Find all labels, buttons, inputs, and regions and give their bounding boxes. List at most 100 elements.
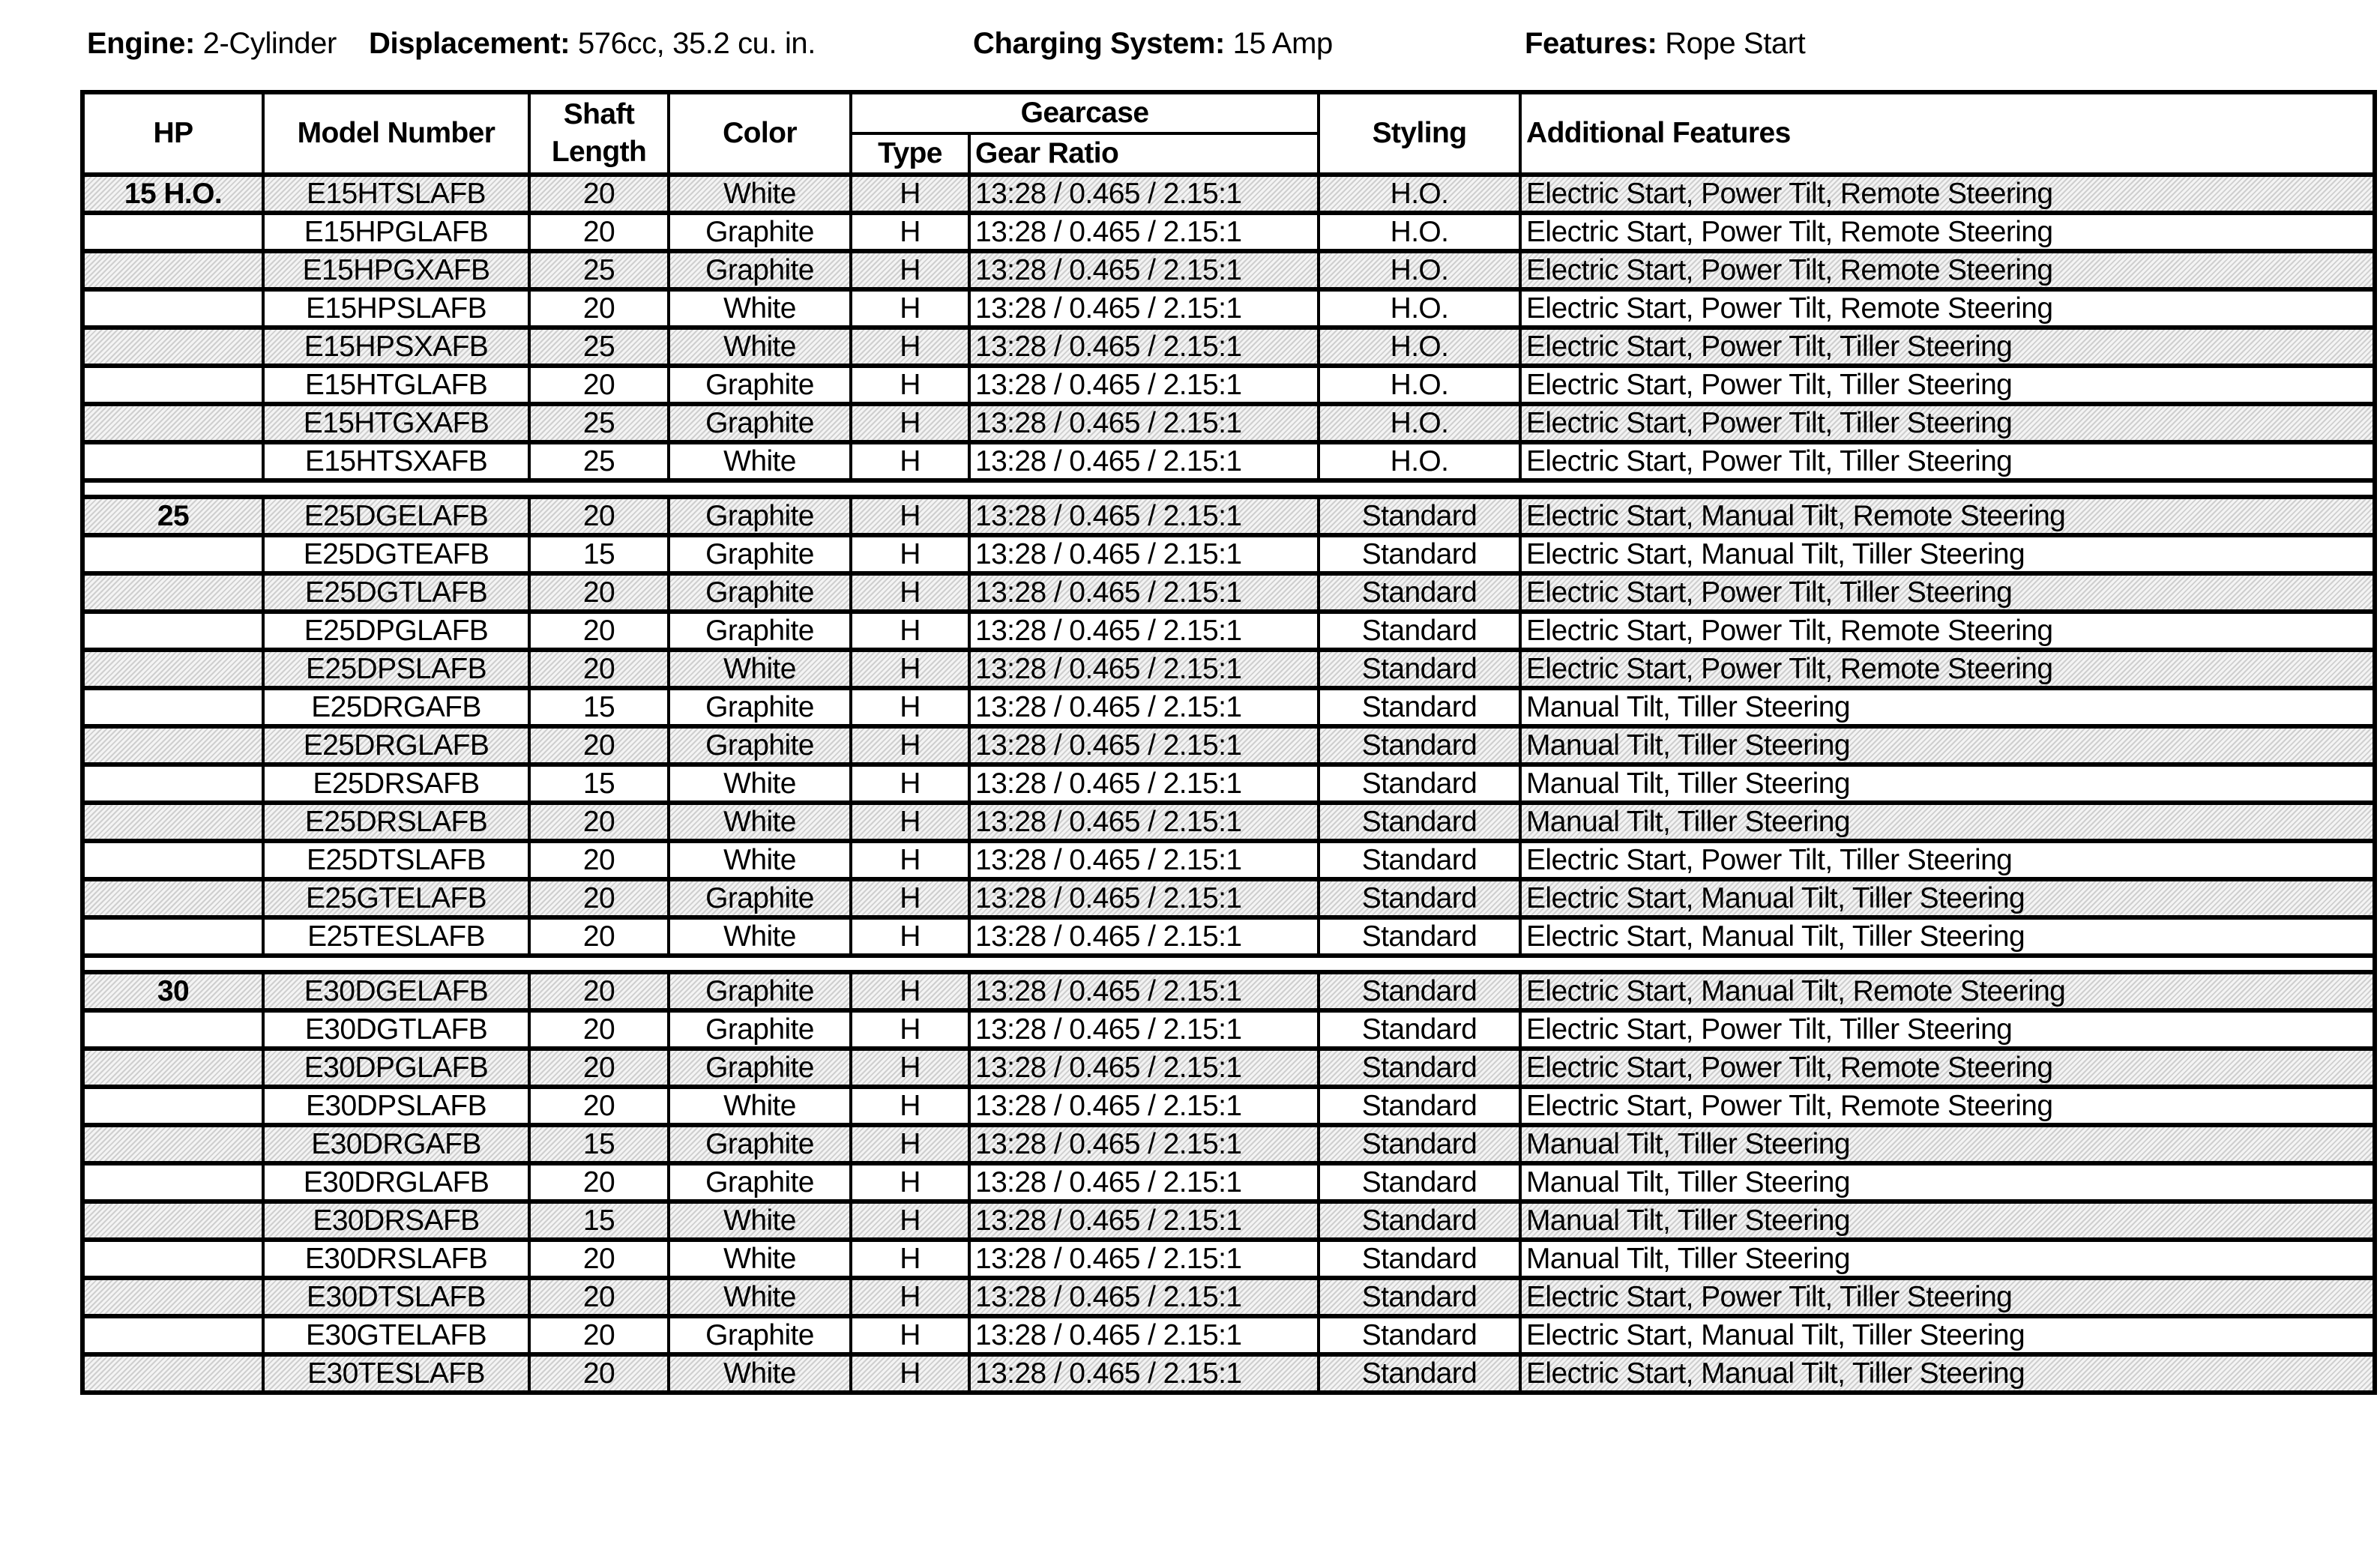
gear-ratio-cell: 13:28 / 0.465 / 2.15:1 (967, 1237, 1321, 1280)
shaft-length-cell: 20 (528, 1314, 670, 1357)
hp-cell (81, 1008, 265, 1051)
model-number-cell: E25GTELAFB (262, 877, 531, 920)
shaft-length-cell: 20 (528, 648, 670, 690)
gear-ratio-cell: 13:28 / 0.465 / 2.15:1 (967, 1085, 1321, 1127)
model-number-cell: E15HPGXAFB (262, 249, 531, 292)
color-cell: Graphite (667, 1123, 852, 1165)
hp-cell (81, 762, 265, 805)
displacement-value: 576cc, 35.2 cu. in. (577, 27, 816, 60)
color-cell: Graphite (667, 1161, 852, 1204)
color-cell: White (667, 1237, 852, 1280)
gearcase-type-cell: H (849, 800, 971, 843)
table-row: E30DRSLAFB 20 White H 13:28 / 0.465 / 2.15:1… (81, 1237, 2377, 1280)
color-cell: Graphite (667, 249, 852, 292)
features-value: Rope Start (1665, 27, 1806, 60)
gearcase-type-cell: H (849, 1046, 971, 1089)
hp-cell (81, 1237, 265, 1280)
hp-cell (81, 1314, 265, 1357)
gear-ratio-cell: 13:28 / 0.465 / 2.15:1 (967, 402, 1321, 444)
header-row-1: HP Model Number Shaft Length Color Gearca… (81, 91, 2377, 176)
additional-features-cell: Electric Start, Power Tilt, Remote Steer… (1519, 249, 2377, 292)
separator-cell (79, 478, 2378, 499)
additional-features-cell: Electric Start, Power Tilt, Tiller Steer… (1519, 402, 2377, 444)
model-number-cell: E30DGELAFB (262, 970, 531, 1013)
gearcase-type-cell: H (849, 1352, 971, 1395)
gear-ratio-cell: 13:28 / 0.465 / 2.15:1 (967, 211, 1321, 253)
gear-ratio-cell: 13:28 / 0.465 / 2.15:1 (967, 533, 1321, 576)
shaft-length-cell: 15 (528, 762, 670, 805)
styling-cell: H.O. (1317, 325, 1522, 368)
hp-cell (81, 571, 265, 614)
shaft-length-cell: 25 (528, 402, 670, 444)
gear-ratio-cell: 13:28 / 0.465 / 2.15:1 (967, 172, 1321, 215)
gearcase-type-cell: H (849, 1123, 971, 1165)
header-gearcase: Gearcase (849, 91, 1321, 135)
hp-cell (81, 287, 265, 330)
additional-features-cell: Electric Start, Power Tilt, Remote Steer… (1519, 648, 2377, 690)
table-row: E15HTSXAFB 25 White H 13:28 / 0.465 / 2.15:1… (81, 440, 2377, 483)
hp-cell (81, 249, 265, 292)
shaft-length-cell: 20 (528, 609, 670, 652)
additional-features-cell: Electric Start, Manual Tilt, Tiller Stee… (1519, 1352, 2377, 1395)
shaft-length-cell: 20 (528, 495, 670, 537)
styling-cell: Standard (1317, 800, 1522, 843)
model-number-cell: E15HTSXAFB (262, 440, 531, 483)
table-row: E30DRGLAFB 20 Graphite H 13:28 / 0.465 / 2.1… (81, 1161, 2377, 1204)
color-cell: Graphite (667, 686, 852, 729)
shaft-length-cell: 15 (528, 533, 670, 576)
table-row: E30TESLAFB 20 White H 13:28 / 0.465 / 2.15:1… (81, 1352, 2377, 1395)
additional-features-cell: Electric Start, Power Tilt, Remote Steer… (1519, 1085, 2377, 1127)
gear-ratio-cell: 13:28 / 0.465 / 2.15:1 (967, 440, 1321, 483)
shaft-length-cell: 15 (528, 1199, 670, 1242)
model-number-cell: E15HTGLAFB (262, 364, 531, 406)
shaft-length-cell: 20 (528, 1008, 670, 1051)
styling-cell: Standard (1317, 1237, 1522, 1280)
color-cell: White (667, 287, 852, 330)
shaft-length-cell: 20 (528, 1085, 670, 1127)
styling-cell: Standard (1317, 1123, 1522, 1165)
styling-cell: H.O. (1317, 211, 1522, 253)
color-cell: White (667, 762, 852, 805)
model-number-cell: E25DRSLAFB (262, 800, 531, 843)
additional-features-cell: Manual Tilt, Tiller Steering (1519, 1161, 2377, 1204)
model-number-cell: E30DRGLAFB (262, 1161, 531, 1204)
styling-cell: Standard (1317, 1314, 1522, 1357)
model-number-cell: E30DPSLAFB (262, 1085, 531, 1127)
header-type: Type (849, 132, 971, 176)
hp-cell (81, 800, 265, 843)
additional-features-cell: Electric Start, Power Tilt, Remote Steer… (1519, 609, 2377, 652)
hp-cell (81, 1085, 265, 1127)
styling-cell: Standard (1317, 1085, 1522, 1127)
model-number-cell: E25DPGLAFB (262, 609, 531, 652)
color-cell: Graphite (667, 1046, 852, 1089)
color-cell: White (667, 915, 852, 958)
gear-ratio-cell: 13:28 / 0.465 / 2.15:1 (967, 648, 1321, 690)
color-cell: White (667, 648, 852, 690)
additional-features-cell: Electric Start, Manual Tilt, Tiller Stee… (1519, 1314, 2377, 1357)
styling-cell: Standard (1317, 970, 1522, 1013)
styling-cell: Standard (1317, 877, 1522, 920)
styling-cell: Standard (1317, 762, 1522, 805)
additional-features-cell: Electric Start, Manual Tilt, Remote Stee… (1519, 970, 2377, 1013)
shaft-length-cell: 20 (528, 724, 670, 767)
model-number-cell: E25DGTEAFB (262, 533, 531, 576)
color-cell: Graphite (667, 533, 852, 576)
color-cell: Graphite (667, 402, 852, 444)
table-row: E15HPGLAFB 20 Graphite H 13:28 / 0.465 / 2.1… (81, 211, 2377, 253)
styling-cell: Standard (1317, 1199, 1522, 1242)
hp-cell (81, 1352, 265, 1395)
table-row: 30 E30DGELAFB 20 Graphite H 13:28 / 0.465 / 2… (81, 970, 2377, 1013)
hp-cell (81, 648, 265, 690)
gearcase-type-cell: H (849, 402, 971, 444)
additional-features-cell: Electric Start, Power Tilt, Tiller Steer… (1519, 1008, 2377, 1051)
color-cell: White (667, 1085, 852, 1127)
styling-cell: Standard (1317, 1161, 1522, 1204)
shaft-length-cell: 20 (528, 877, 670, 920)
hp-cell (81, 533, 265, 576)
styling-cell: Standard (1317, 724, 1522, 767)
gearcase-type-cell: H (849, 325, 971, 368)
header-row-2: Type Gear Ratio (82, 132, 2375, 176)
table-row: E25DGTLAFB 20 Graphite H 13:28 / 0.465 / 2.1… (81, 571, 2377, 614)
additional-features-cell: Electric Start, Power Tilt, Remote Steer… (1519, 172, 2377, 215)
model-number-cell: E30DPGLAFB (262, 1046, 531, 1089)
